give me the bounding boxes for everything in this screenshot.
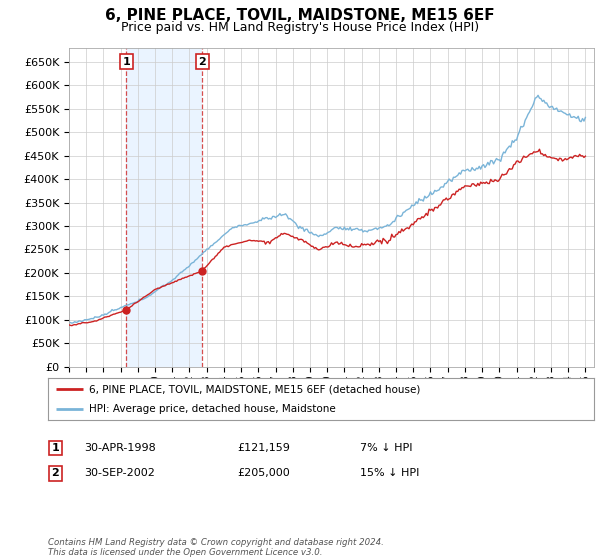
Text: 7% ↓ HPI: 7% ↓ HPI xyxy=(360,443,413,453)
Text: 1: 1 xyxy=(52,443,59,453)
Text: 2: 2 xyxy=(52,468,59,478)
Text: £121,159: £121,159 xyxy=(237,443,290,453)
Text: 15% ↓ HPI: 15% ↓ HPI xyxy=(360,468,419,478)
Text: HPI: Average price, detached house, Maidstone: HPI: Average price, detached house, Maid… xyxy=(89,404,336,414)
Bar xyxy=(127,48,202,367)
Text: 6, PINE PLACE, TOVIL, MAIDSTONE, ME15 6EF (detached house): 6, PINE PLACE, TOVIL, MAIDSTONE, ME15 6E… xyxy=(89,384,421,394)
Text: Contains HM Land Registry data © Crown copyright and database right 2024.
This d: Contains HM Land Registry data © Crown c… xyxy=(48,538,384,557)
Text: 30-APR-1998: 30-APR-1998 xyxy=(84,443,156,453)
Text: 1: 1 xyxy=(122,57,130,67)
Text: 2: 2 xyxy=(199,57,206,67)
Text: Price paid vs. HM Land Registry's House Price Index (HPI): Price paid vs. HM Land Registry's House … xyxy=(121,21,479,34)
Text: 6, PINE PLACE, TOVIL, MAIDSTONE, ME15 6EF: 6, PINE PLACE, TOVIL, MAIDSTONE, ME15 6E… xyxy=(105,8,495,24)
Text: £205,000: £205,000 xyxy=(237,468,290,478)
Text: 30-SEP-2002: 30-SEP-2002 xyxy=(84,468,155,478)
